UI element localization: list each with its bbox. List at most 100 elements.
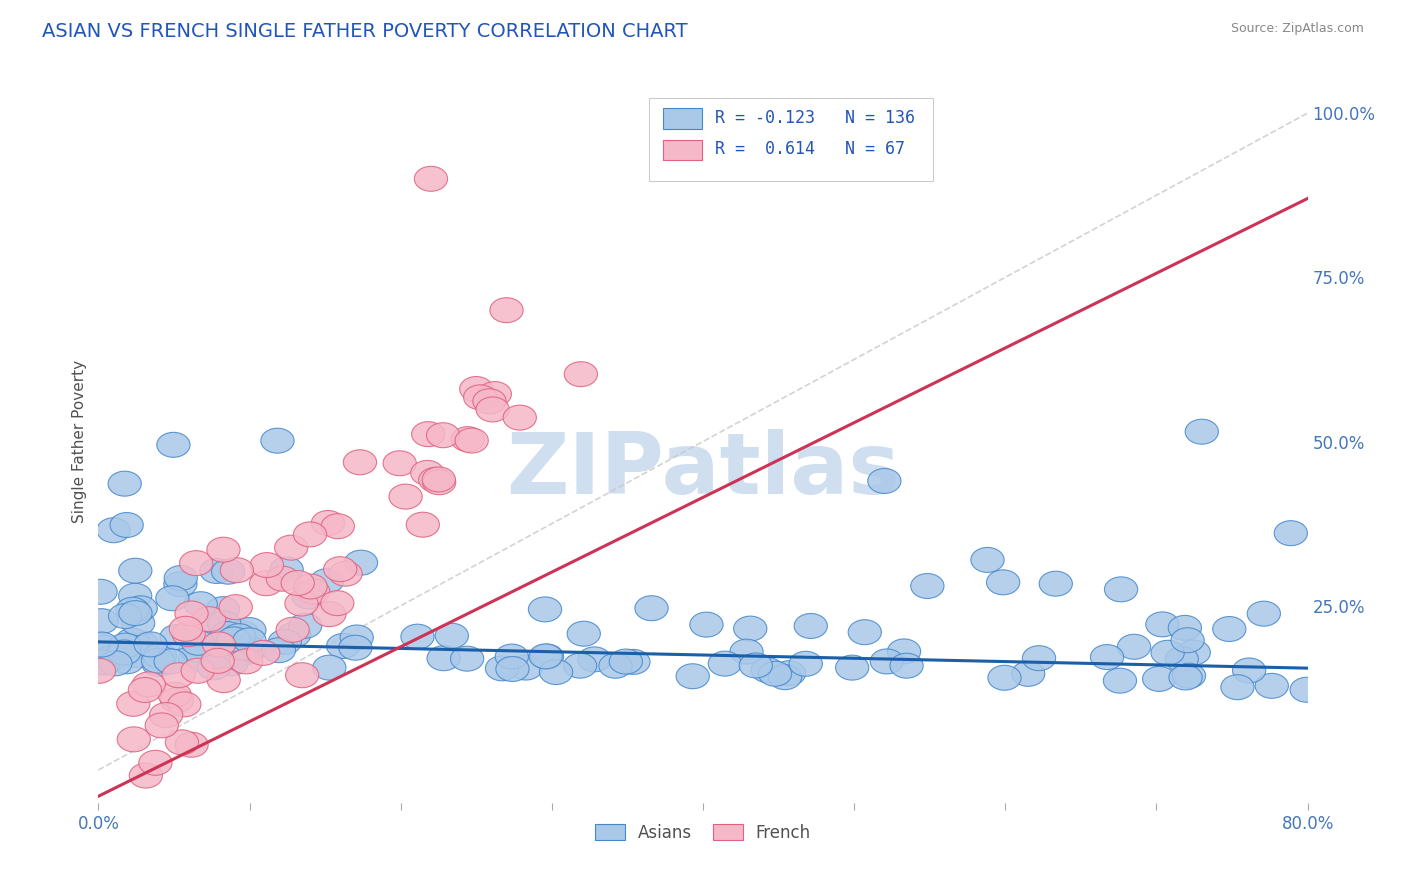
Ellipse shape [1173, 664, 1205, 689]
Ellipse shape [118, 583, 152, 608]
Ellipse shape [115, 628, 149, 653]
Ellipse shape [530, 644, 564, 669]
Ellipse shape [83, 658, 115, 683]
Ellipse shape [294, 522, 326, 547]
Ellipse shape [1185, 419, 1219, 444]
Ellipse shape [1247, 601, 1281, 626]
Ellipse shape [321, 591, 354, 615]
Ellipse shape [564, 653, 596, 678]
Ellipse shape [149, 703, 183, 728]
Ellipse shape [890, 653, 924, 678]
Ellipse shape [1118, 634, 1150, 659]
Ellipse shape [758, 661, 792, 686]
Ellipse shape [1291, 677, 1323, 702]
Ellipse shape [297, 579, 330, 604]
Ellipse shape [323, 557, 357, 582]
Ellipse shape [174, 601, 208, 626]
Ellipse shape [451, 426, 484, 451]
Ellipse shape [86, 608, 118, 633]
Ellipse shape [121, 643, 155, 668]
Ellipse shape [772, 661, 806, 686]
Ellipse shape [485, 656, 519, 681]
Ellipse shape [211, 559, 245, 584]
Ellipse shape [870, 649, 904, 674]
Ellipse shape [1039, 571, 1073, 596]
Ellipse shape [108, 471, 142, 496]
Ellipse shape [288, 614, 322, 639]
Ellipse shape [617, 649, 650, 674]
Ellipse shape [181, 631, 215, 656]
Ellipse shape [972, 548, 1004, 573]
Ellipse shape [427, 646, 460, 671]
Ellipse shape [450, 646, 484, 671]
Ellipse shape [211, 622, 243, 647]
Ellipse shape [184, 591, 218, 616]
Ellipse shape [169, 616, 202, 641]
Ellipse shape [344, 550, 378, 575]
Ellipse shape [472, 389, 506, 414]
Ellipse shape [503, 405, 537, 430]
Ellipse shape [207, 597, 239, 622]
Ellipse shape [285, 663, 319, 688]
Ellipse shape [174, 732, 208, 757]
FancyBboxPatch shape [648, 98, 932, 181]
Ellipse shape [340, 625, 374, 650]
Ellipse shape [312, 655, 346, 680]
Ellipse shape [84, 632, 118, 657]
Ellipse shape [401, 624, 434, 649]
Ellipse shape [426, 423, 460, 448]
Ellipse shape [121, 611, 155, 636]
Ellipse shape [690, 612, 723, 637]
Text: ZIPatlas: ZIPatlas [506, 429, 900, 512]
Ellipse shape [274, 535, 308, 560]
Ellipse shape [115, 598, 149, 623]
Ellipse shape [564, 361, 598, 386]
Ellipse shape [419, 467, 451, 492]
Ellipse shape [496, 657, 529, 681]
Ellipse shape [155, 649, 187, 674]
Ellipse shape [540, 659, 572, 684]
Ellipse shape [1220, 674, 1254, 699]
Ellipse shape [84, 642, 118, 667]
Ellipse shape [311, 510, 344, 535]
Ellipse shape [1152, 640, 1184, 665]
Ellipse shape [167, 692, 201, 717]
Ellipse shape [193, 607, 226, 632]
Ellipse shape [1146, 612, 1180, 637]
Ellipse shape [118, 558, 152, 583]
Ellipse shape [389, 484, 422, 509]
Ellipse shape [232, 639, 266, 664]
Ellipse shape [1022, 646, 1056, 671]
Ellipse shape [217, 642, 250, 667]
Ellipse shape [219, 595, 252, 620]
Ellipse shape [269, 630, 301, 655]
Ellipse shape [382, 450, 416, 475]
Ellipse shape [339, 635, 373, 660]
Text: R =  0.614   N = 67: R = 0.614 N = 67 [716, 140, 905, 158]
Text: Source: ZipAtlas.com: Source: ZipAtlas.com [1230, 22, 1364, 36]
Ellipse shape [751, 657, 785, 682]
Ellipse shape [246, 640, 280, 665]
Ellipse shape [987, 570, 1019, 595]
Ellipse shape [848, 620, 882, 645]
Ellipse shape [266, 566, 299, 591]
Ellipse shape [84, 579, 117, 604]
Ellipse shape [292, 584, 325, 609]
Ellipse shape [312, 602, 346, 627]
Ellipse shape [139, 750, 172, 775]
Ellipse shape [734, 616, 766, 641]
Ellipse shape [179, 647, 212, 672]
Ellipse shape [117, 691, 150, 716]
Ellipse shape [157, 433, 190, 458]
Ellipse shape [202, 632, 236, 657]
Ellipse shape [1143, 666, 1175, 691]
Ellipse shape [1213, 616, 1246, 641]
Ellipse shape [98, 651, 132, 676]
Ellipse shape [217, 627, 250, 652]
Ellipse shape [567, 621, 600, 646]
Ellipse shape [1105, 577, 1137, 602]
Ellipse shape [412, 422, 444, 447]
Ellipse shape [423, 470, 456, 495]
Ellipse shape [128, 678, 162, 703]
Ellipse shape [132, 672, 166, 697]
